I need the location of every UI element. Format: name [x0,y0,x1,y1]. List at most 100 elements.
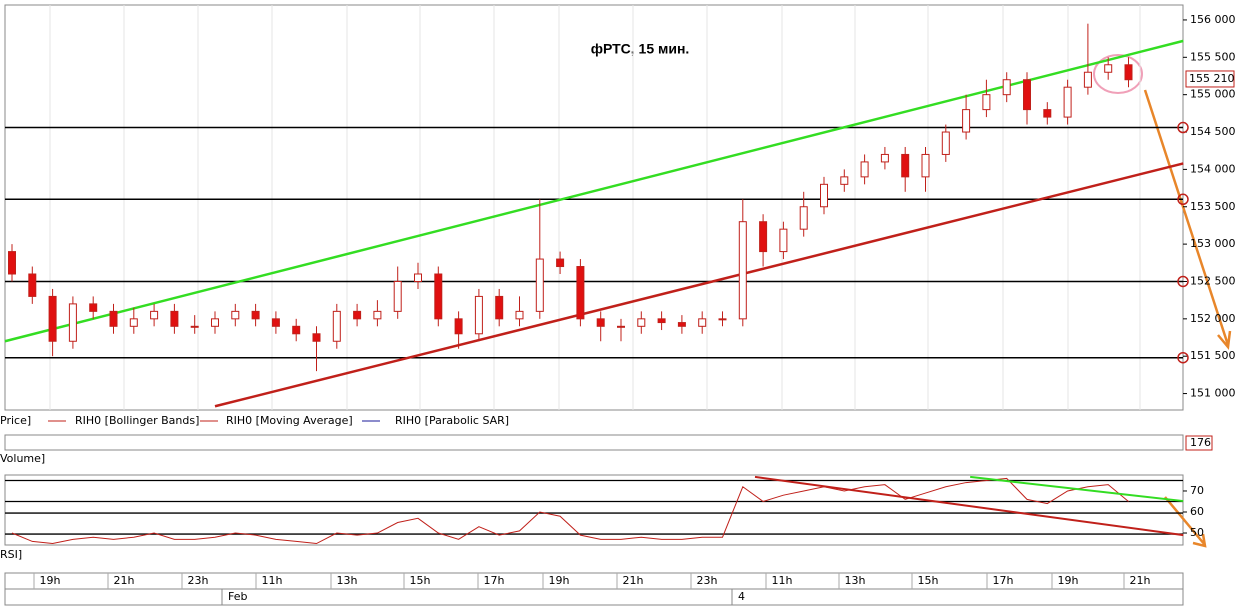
candle-body [738,221,747,320]
time-label: 19h [40,574,61,587]
candle-body [657,318,666,324]
candle-body [860,161,869,178]
candle-body [190,325,199,328]
candle-body [434,273,443,320]
candle-body [982,94,991,111]
trendline [4,39,1184,343]
candle-body [251,310,260,320]
time-label: 15h [410,574,431,587]
legend-item: RIH0 [Parabolic SAR] [395,414,509,427]
candle-body [292,325,301,335]
candle-body [941,131,950,155]
candle-body [8,251,16,275]
rsi-label: RSI] [0,548,22,561]
y-tick-label: 152 500 [1190,274,1236,287]
candle-body [820,183,828,208]
candle-body [454,318,463,335]
candle-body [1043,109,1052,118]
level-handle [1177,193,1189,206]
candle-body [1124,64,1133,81]
candle-body [474,295,483,335]
candle-body [271,318,280,327]
rsi-pane [4,474,1184,546]
chart-title: фРТС, 15 мин. [591,41,690,57]
price-pane [4,4,1184,411]
candle-body [1002,79,1011,96]
y-tick-label: 154 500 [1190,125,1236,138]
last-price-box [1185,70,1235,88]
candle-body [373,310,382,320]
candle-body [880,153,889,163]
level-handle [1177,275,1189,288]
rsi-tick-label: 70 [1190,484,1204,497]
rsi-trendline [754,475,1184,537]
y-tick-label: 155 000 [1190,88,1236,101]
time-label: 17h [484,574,505,587]
candle-body [1083,71,1092,88]
candle-body [962,109,971,133]
time-label: 21h [623,574,644,587]
y-tick-label: 151 500 [1190,349,1236,362]
candle-body [840,176,849,185]
time-label: 23h [697,574,718,587]
candle-body [1104,64,1113,73]
level-handle [1177,121,1189,134]
last-price-label: 155 210 [1189,72,1235,85]
arrow [1164,496,1207,548]
candle-body [921,153,930,178]
time-label: 19h [1058,574,1079,587]
time-label: 15h [918,574,939,587]
rsi-line [11,477,1129,545]
y-tick-label: 152 000 [1190,312,1236,325]
candle-body [1063,86,1072,118]
candle-body [28,273,37,297]
candle-body [495,295,504,320]
time-label: 17h [993,574,1014,587]
highlight-ellipse [1093,54,1143,94]
legend-item: Price] [0,414,31,427]
candle-body [312,333,321,342]
y-tick-label: 155 500 [1190,50,1236,63]
candle-body [393,280,402,312]
time-label: 21h [1130,574,1151,587]
volume-last-box [1185,435,1213,451]
time-label: 13h [845,574,866,587]
candle-body [596,318,605,327]
y-tick-label: 154 000 [1190,162,1236,175]
time-label: 13h [337,574,358,587]
candle-body [576,266,585,320]
candle-body [779,228,788,253]
candle-body [677,322,686,327]
legend-item: RIH0 [Bollinger Bands] [75,414,199,427]
time-label: 11h [772,574,793,587]
volume-pane [4,434,1184,451]
rsi-tick-label: 50 [1190,526,1204,539]
volume-label: Volume] [0,452,45,465]
candle-body [353,310,362,320]
candle-body [637,318,646,327]
candle-body [129,318,138,327]
rsi-trendline [970,475,1184,503]
rsi-tick-label: 60 [1190,505,1204,518]
forecast-arrows [1143,89,1232,548]
time-label: 11h [262,574,283,587]
time-label: 23h [188,574,209,587]
candle-body [414,273,422,282]
legend-item: RIH0 [Moving Average] [226,414,353,427]
candle-body [332,310,341,342]
candle-body [799,206,808,230]
y-tick-label: 153 000 [1190,237,1236,250]
trendline [214,162,1184,408]
date-label: Feb [228,590,247,603]
candle-body [1023,79,1031,111]
level-handle [1177,351,1189,364]
candle-body [170,310,179,327]
candle-body [68,303,77,342]
arrow [1143,89,1232,351]
volume-last: 176 [1190,436,1211,449]
candle-body [901,153,910,178]
candle-body [48,295,57,342]
candle-body [211,318,219,327]
candle-body [150,310,159,320]
